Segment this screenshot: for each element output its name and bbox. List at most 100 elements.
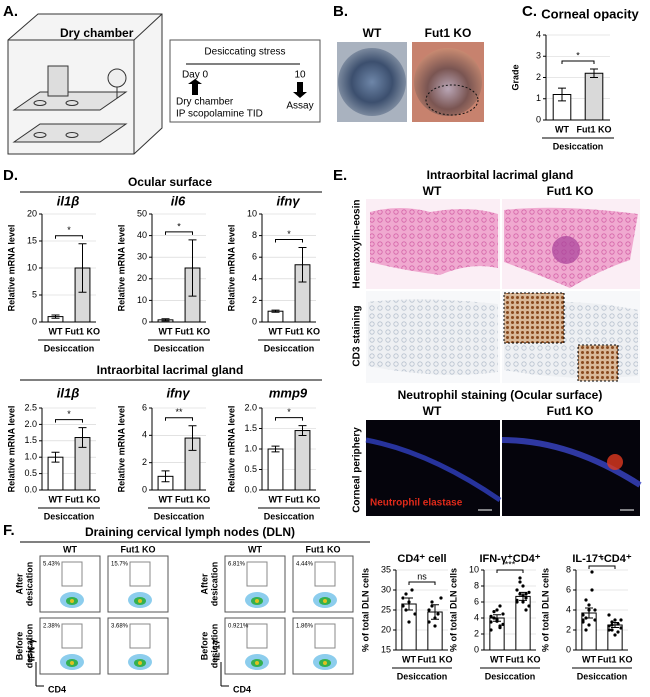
column-label: WT <box>423 404 442 418</box>
bar <box>584 72 604 121</box>
y-tick-label: 2.5 <box>24 402 37 412</box>
data-point <box>430 600 434 604</box>
y-tick-label: 1.0 <box>24 452 37 462</box>
neutrophil-title: Neutrophil staining (Ocular surface) <box>398 388 603 402</box>
start-note: Dry chamber <box>176 97 234 108</box>
y-tick-label: 30 <box>137 252 147 262</box>
column-label: Fut1 KO <box>306 544 341 554</box>
row-label: Before <box>14 632 24 661</box>
row-label: After <box>199 573 209 594</box>
y-tick-label: 0.5 <box>244 464 257 474</box>
chart-title: il1β <box>57 385 80 400</box>
y-tick-label: 15 <box>27 235 37 245</box>
bar <box>267 310 284 323</box>
gate-percent: 4.44% <box>296 562 314 568</box>
column-label: Fut1 KO <box>121 544 156 554</box>
data-point <box>610 628 614 632</box>
x-tick-label: Fut1 KO <box>598 654 633 664</box>
chart-title: CD4⁺ cell <box>397 553 446 565</box>
y-tick-label: 4 <box>566 604 571 614</box>
x-tick-label: WT <box>402 654 416 664</box>
histology-title: Intraorbital lacrimal gland <box>427 168 574 182</box>
eye-photo <box>338 48 406 116</box>
y-tick-label: 6 <box>252 252 257 262</box>
group-label: Desiccation <box>44 511 95 521</box>
error-bar <box>188 239 197 297</box>
y-tick-label: 0.0 <box>24 484 37 494</box>
eye-photo <box>414 48 482 116</box>
y-tick-label: 6 <box>474 596 479 606</box>
bar <box>267 448 284 491</box>
y-tick-label: 2 <box>474 628 479 638</box>
x-tick-label: WT <box>49 494 63 504</box>
significance-label: * <box>287 229 291 239</box>
flow-axis-arrow <box>35 662 44 687</box>
error-bar <box>78 243 87 293</box>
flow-cluster <box>138 661 142 665</box>
y-tick-label: 4 <box>142 430 147 440</box>
y-tick-label: 20 <box>381 624 391 634</box>
arrow-down <box>293 82 307 98</box>
data-point <box>613 633 617 637</box>
y-tick-label: 0 <box>142 316 147 326</box>
data-point <box>616 622 620 626</box>
column-label: WT <box>63 544 77 554</box>
opacity-outline <box>425 84 479 116</box>
y-tick-label: 25 <box>381 604 391 614</box>
data-point <box>610 623 614 627</box>
error-bar <box>51 314 60 319</box>
panel-label: C. <box>522 3 537 20</box>
significance-label: * <box>67 225 71 235</box>
y-tick-label: 4 <box>252 273 257 283</box>
gate-percent: 1.86% <box>296 624 314 630</box>
y-tick-label: 1.5 <box>244 423 257 433</box>
error-bar <box>585 607 593 619</box>
data-point <box>413 612 417 616</box>
chart-title: il1β <box>57 193 80 208</box>
panel-label: F. <box>3 522 15 539</box>
x-tick-label: Fut1 KO <box>506 654 541 664</box>
x-tick-label: Fut1 KO <box>285 494 320 504</box>
significance-bracket <box>165 417 193 421</box>
y-tick-label: 2 <box>142 457 147 467</box>
data-point <box>489 628 493 632</box>
data-point <box>593 618 597 622</box>
error-bar <box>405 597 413 611</box>
stain-label: Neutrophil elastase <box>370 498 463 509</box>
data-point <box>495 608 499 612</box>
panel-label: D. <box>3 167 18 184</box>
y-tick-label: 0 <box>474 644 479 654</box>
y-axis-label: Relative mRNA level <box>6 225 16 312</box>
y-tick-label: 10 <box>247 208 257 218</box>
data-point <box>524 596 528 600</box>
y-tick-label: 2 <box>536 72 541 82</box>
arrow-up <box>188 79 202 95</box>
row-label: After <box>14 573 24 594</box>
data-point <box>584 628 588 632</box>
data-point <box>593 608 597 612</box>
data-point <box>524 608 528 612</box>
y-tick-label: 5 <box>32 289 37 299</box>
error-bar <box>519 591 527 601</box>
significance-label: ** <box>175 407 183 417</box>
y-axis-label: Relative mRNA level <box>226 406 236 493</box>
flow-plot <box>224 555 286 613</box>
x-tick-label: WT <box>490 654 504 664</box>
chart-title: mmp9 <box>269 385 308 400</box>
data-point <box>616 630 620 634</box>
data-point <box>410 588 414 592</box>
y-tick-label: 20 <box>137 273 147 283</box>
error-bar <box>611 622 619 628</box>
row-label: Corneal periphery <box>352 427 363 513</box>
y-axis-label: Relative mRNA level <box>226 225 236 312</box>
y-tick-label: 0.0 <box>244 484 257 494</box>
flow-gate <box>61 623 83 649</box>
flow-gate <box>129 561 151 587</box>
significance-label: * <box>67 409 71 419</box>
group-label: Desiccation <box>44 343 95 353</box>
flow-cluster <box>70 661 74 665</box>
group-label: Desiccation <box>577 671 628 681</box>
data-point <box>518 592 522 596</box>
panel-label: B. <box>333 3 348 20</box>
flow-y-label: IFN-γ <box>26 639 36 662</box>
